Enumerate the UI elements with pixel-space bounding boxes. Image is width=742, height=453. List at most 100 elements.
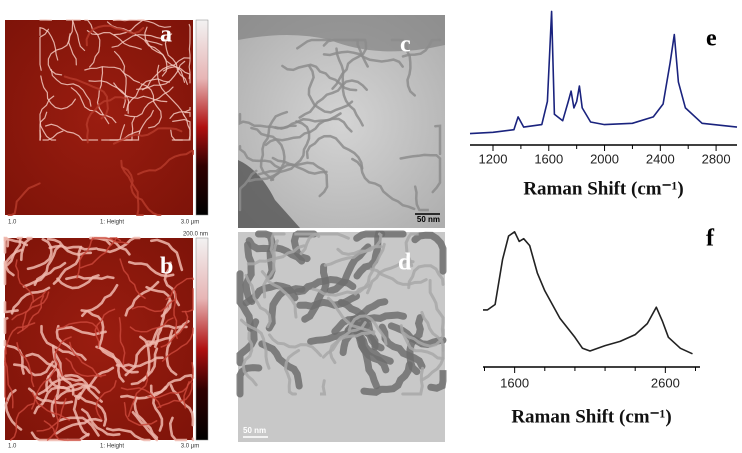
x-tick-label: 1200 xyxy=(479,151,508,166)
texture xyxy=(85,96,128,144)
texture xyxy=(105,427,151,442)
texture xyxy=(269,120,311,182)
texture xyxy=(322,50,404,68)
texture xyxy=(133,396,159,439)
texture xyxy=(120,159,144,216)
texture xyxy=(9,402,35,441)
footer: 1: Height xyxy=(100,220,124,226)
x-tick-label: 2400 xyxy=(646,151,675,166)
texture xyxy=(411,231,447,275)
texture xyxy=(84,66,140,84)
texture xyxy=(140,83,162,129)
texture xyxy=(98,345,139,374)
texture xyxy=(33,244,62,286)
texture xyxy=(156,64,185,117)
texture xyxy=(244,273,272,329)
texture xyxy=(274,117,353,133)
texture xyxy=(20,236,33,262)
texture xyxy=(156,382,193,409)
scale-label: 50 nm xyxy=(417,215,440,224)
texture xyxy=(241,331,258,387)
texture xyxy=(404,232,420,268)
texture xyxy=(165,277,194,301)
texture xyxy=(50,69,92,107)
texture xyxy=(39,26,59,61)
texture xyxy=(360,361,413,396)
texture xyxy=(55,417,103,435)
texture xyxy=(236,364,263,398)
texture xyxy=(124,280,160,317)
texture xyxy=(77,366,115,400)
texture xyxy=(173,290,178,340)
texture xyxy=(119,258,146,300)
texture xyxy=(399,153,442,194)
texture xyxy=(113,82,168,103)
panel-label: b xyxy=(160,254,173,280)
texture xyxy=(39,95,57,141)
footer: 1.0 xyxy=(8,444,17,450)
texture xyxy=(139,335,151,382)
texture xyxy=(126,78,170,112)
panel-label: e xyxy=(706,26,717,52)
texture xyxy=(111,34,169,48)
texture xyxy=(413,185,429,212)
x-tick-label: 1600 xyxy=(500,375,529,390)
panel-label: f xyxy=(706,226,715,252)
texture xyxy=(55,384,101,401)
texture xyxy=(21,290,47,332)
texture xyxy=(336,232,383,256)
texture xyxy=(242,241,256,305)
spectrum-line xyxy=(483,231,693,355)
texture xyxy=(65,19,86,52)
tem-image-c xyxy=(238,15,445,228)
texture xyxy=(131,298,176,313)
texture xyxy=(4,322,36,355)
texture xyxy=(188,23,191,80)
texture xyxy=(181,287,194,313)
texture xyxy=(4,389,23,431)
texture xyxy=(184,111,191,117)
texture xyxy=(81,283,119,318)
texture xyxy=(26,238,53,271)
texture xyxy=(262,239,279,299)
texture xyxy=(344,311,407,334)
texture xyxy=(84,19,101,68)
texture xyxy=(50,368,61,418)
x-tick-label: 2600 xyxy=(651,375,680,390)
texture xyxy=(65,274,115,281)
texture xyxy=(22,261,67,288)
texture xyxy=(54,336,72,377)
texture xyxy=(335,47,364,127)
texture xyxy=(401,38,442,58)
texture xyxy=(238,15,445,52)
texture xyxy=(351,157,416,211)
texture xyxy=(353,230,386,280)
texture xyxy=(76,237,94,279)
texture xyxy=(305,134,364,170)
texture xyxy=(3,236,29,254)
footer: 1: Height xyxy=(100,444,124,450)
texture xyxy=(347,314,388,346)
x-tick-label: 2800 xyxy=(702,151,731,166)
texture xyxy=(3,316,9,335)
texture xyxy=(331,38,368,90)
texture xyxy=(46,237,93,257)
texture xyxy=(17,295,45,335)
texture xyxy=(248,163,328,183)
spectrum-line xyxy=(469,10,738,135)
texture xyxy=(352,326,380,390)
texture xyxy=(40,75,76,110)
texture xyxy=(147,381,190,399)
texture xyxy=(402,328,445,348)
panel-label: a xyxy=(160,22,172,48)
texture xyxy=(4,360,14,409)
texture xyxy=(5,236,24,267)
texture xyxy=(47,33,71,76)
texture xyxy=(246,244,306,266)
texture xyxy=(37,377,84,396)
texture xyxy=(31,367,57,410)
texture xyxy=(127,373,149,417)
texture xyxy=(236,270,254,332)
texture xyxy=(95,380,117,420)
texture xyxy=(25,352,66,381)
